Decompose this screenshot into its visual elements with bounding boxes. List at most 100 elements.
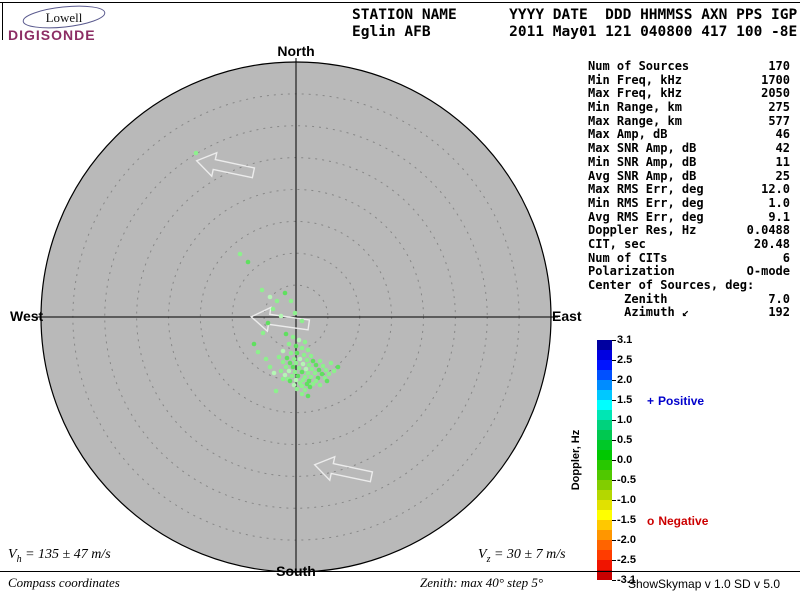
source-point — [193, 150, 199, 156]
parameter-row: Azimuth ↙ 192 — [588, 306, 790, 320]
vertical-velocity-readout: Vz = 30 ± 7 m/s — [478, 547, 566, 565]
colorbar-tick-mark — [612, 440, 616, 441]
colorbar-tick-label: -3.1 — [617, 574, 636, 586]
source-point — [278, 313, 284, 319]
vz-symbol: V — [478, 547, 487, 562]
source-point — [313, 378, 319, 384]
source-point — [294, 350, 300, 356]
parameter-value: 170 — [768, 59, 790, 73]
source-point — [237, 251, 243, 257]
parameter-row: Num of Sources 170 — [588, 59, 790, 74]
parameter-row: Min Freq, kHz 1700 — [588, 72, 790, 88]
colorbar-segment — [597, 530, 612, 540]
source-point — [289, 373, 295, 379]
source-point — [305, 393, 311, 399]
negative-doppler-legend: o Negative — [647, 514, 708, 528]
colorbar-segment — [597, 470, 612, 480]
colorbar-tick-label: -2.5 — [617, 554, 636, 566]
drift-direction-arrow — [313, 455, 374, 483]
parameter-row: Min SNR Amp, dB 11 — [588, 154, 790, 170]
source-point — [307, 384, 313, 390]
parameter-value: 1700 — [761, 72, 790, 87]
colorbar-tick-mark — [612, 400, 616, 401]
parameter-value: 1.0 — [768, 195, 790, 210]
parameter-value: 275 — [768, 100, 790, 115]
parameter-value: 2050 — [761, 86, 790, 101]
colorbar-segment — [597, 360, 612, 370]
source-point — [300, 361, 306, 367]
logo-orbit-swoosh — [22, 5, 106, 29]
source-point — [265, 320, 271, 326]
source-point — [319, 371, 325, 377]
parameter-row: Max Freq, kHz 2050 — [588, 87, 790, 101]
source-point — [282, 372, 288, 378]
colorbar-segment — [597, 450, 612, 460]
source-point — [304, 357, 310, 363]
parameter-label: Num of CITs — [588, 250, 668, 265]
source-point — [302, 339, 308, 345]
positive-doppler-legend: + Positive — [647, 394, 704, 408]
source-point — [295, 373, 301, 379]
left-border-line — [2, 2, 3, 40]
parameter-row: Polarization O-mode — [588, 265, 790, 279]
parameter-label: Center of Sources, deg: — [588, 278, 755, 292]
parameter-label: Max Amp, dB — [588, 127, 668, 142]
parameter-label: Num of Sources — [588, 59, 690, 73]
source-point — [305, 370, 311, 376]
colorbar-segment — [597, 510, 612, 520]
parameter-label: Zenith — [588, 291, 668, 306]
station-header-values: Eglin AFB 2011 May01 121 040800 417 100 … — [352, 24, 798, 40]
parameter-value: 7.0 — [768, 291, 790, 306]
source-point — [299, 369, 305, 375]
source-point — [286, 368, 292, 374]
colorbar-tick-mark — [612, 360, 616, 361]
source-point — [278, 368, 284, 374]
source-point — [297, 356, 303, 362]
colorbar-tick-mark — [612, 460, 616, 461]
source-point — [323, 367, 329, 373]
source-point — [320, 363, 326, 369]
source-point — [335, 364, 341, 370]
parameter-value: 42 — [775, 141, 790, 156]
source-point — [328, 360, 334, 366]
source-point — [280, 348, 286, 354]
colorbar-segment — [597, 440, 612, 450]
source-point — [303, 366, 309, 372]
drift-direction-arrow — [250, 306, 311, 333]
top-border-line — [0, 2, 800, 3]
source-point — [294, 386, 300, 392]
colorbar-tick-label: 3.1 — [617, 334, 633, 346]
source-point — [290, 364, 296, 370]
zenith-scale-note: Zenith: max 40° step 5° — [420, 575, 544, 590]
colorbar-segment — [597, 370, 612, 380]
parameter-label: Max RMS Err, deg — [588, 182, 704, 197]
vh-symbol: V — [8, 547, 17, 562]
source-point — [282, 290, 288, 296]
colorbar-segment — [597, 400, 612, 410]
colorbar-segment — [597, 560, 612, 570]
colorbar-segment — [597, 350, 612, 360]
source-point — [280, 376, 286, 382]
colorbar-segment — [597, 420, 612, 430]
parameter-value: 6 — [782, 250, 790, 265]
plus-marker-icon: + — [647, 394, 655, 408]
colorbar-tick-label: -1.5 — [617, 514, 636, 526]
source-point — [293, 360, 299, 366]
station-header-labels: STATION NAME YYYY DATE DDD HHMMSS AXN PP… — [352, 7, 798, 23]
colorbar-tick-mark — [612, 560, 616, 561]
drift-direction-arrow — [195, 151, 256, 179]
source-point — [293, 343, 299, 349]
source-point — [270, 306, 276, 312]
source-point — [283, 331, 289, 337]
positive-label: Positive — [658, 394, 705, 408]
source-point — [288, 298, 294, 304]
parameter-label: Min SNR Amp, dB — [588, 154, 697, 169]
compass-north-label: North — [277, 43, 315, 59]
source-point — [296, 365, 302, 371]
parameter-row: Center of Sources, deg: — [588, 278, 790, 293]
colorbar-tick-mark — [612, 340, 616, 341]
source-point — [284, 355, 290, 361]
source-point — [308, 353, 314, 359]
source-point — [305, 347, 311, 353]
